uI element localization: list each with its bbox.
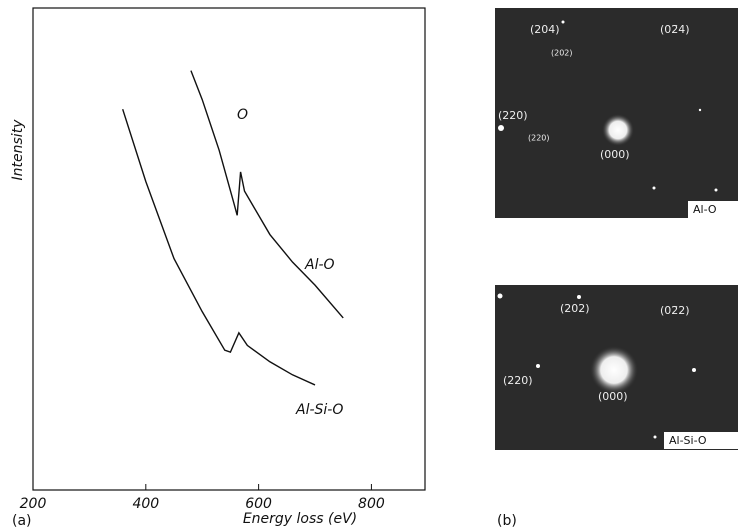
spot-label: (000) [598,390,628,403]
series-label: Al-Si-O [295,402,343,418]
y-axis-label: Intensity [10,119,26,181]
diffraction-pattern: (202) (02̄2) (220) (000) Al-Si-O [495,285,738,450]
pattern-tag: Al-O [693,203,717,216]
spot-label: (02̄2) [660,304,690,317]
annotation: O [237,107,248,123]
series-line [190,70,344,319]
x-tick-label: 800 [358,496,385,512]
spot-label: (220) [498,109,528,122]
series-label: Al-O [304,257,335,273]
panel-label: (a) [12,513,32,529]
pattern-tag: Al-Si-O [669,434,707,447]
spot-label: (000) [600,148,630,161]
spot-label: (02̄4) [660,23,690,36]
x-tick-label: 600 [245,496,272,512]
spot-label: (220) [503,374,533,387]
panel-label: (b) [497,513,517,529]
spot-label: (202) [560,302,590,315]
x-tick-label: 200 [20,496,47,512]
x-tick-label: 400 [132,496,159,512]
plot-frame [32,7,426,491]
spot-label: (220) [528,134,550,143]
series-line [122,109,316,386]
spot-label: (204) [530,23,560,36]
diffraction-pattern: (204) (02̄4) (202) (220) (220) (000) Al-… [495,8,738,218]
x-axis-label: Energy loss (eV) [243,511,357,527]
spot-label: (202) [551,49,573,58]
